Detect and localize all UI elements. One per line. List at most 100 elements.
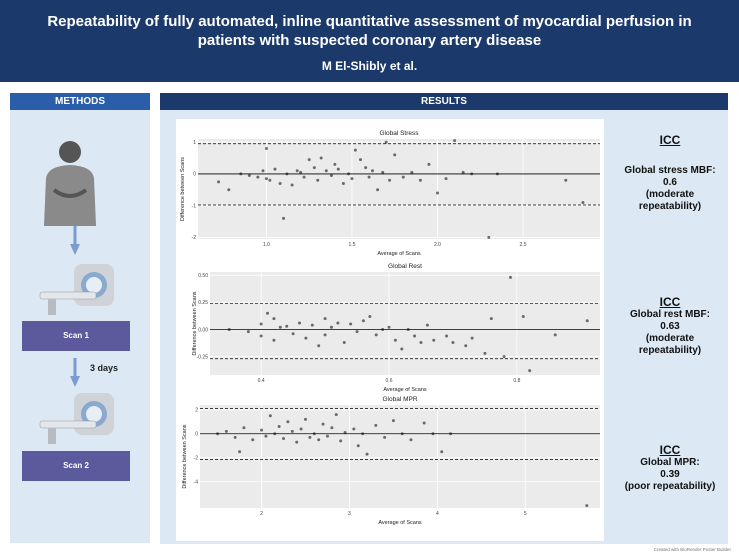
data-point bbox=[342, 340, 346, 344]
data-point bbox=[365, 452, 369, 456]
poster-title: Repeatability of fully automated, inline… bbox=[47, 13, 692, 49]
data-point bbox=[349, 322, 353, 326]
data-point bbox=[370, 169, 374, 173]
data-point bbox=[401, 175, 405, 179]
plot-panel bbox=[210, 272, 600, 375]
icc-rest-measure: Global rest MBF: bbox=[629, 309, 710, 320]
data-point bbox=[381, 170, 385, 174]
data-point bbox=[260, 428, 264, 432]
y-tick-label: -0.25 bbox=[197, 354, 209, 360]
icc-mpr-interpretation: (poor repeatability) bbox=[624, 481, 716, 492]
data-point bbox=[290, 183, 294, 187]
data-point bbox=[304, 336, 308, 340]
data-point bbox=[422, 421, 426, 425]
data-point bbox=[256, 175, 260, 179]
x-tick-label: 3 bbox=[348, 511, 351, 517]
data-point bbox=[350, 177, 354, 181]
data-point bbox=[251, 438, 255, 442]
x-tick-label: 2.5 bbox=[520, 242, 527, 248]
data-point bbox=[239, 172, 243, 176]
x-axis-label: Average of Scans bbox=[378, 520, 422, 526]
data-point bbox=[470, 172, 474, 176]
data-point bbox=[329, 325, 333, 329]
data-point bbox=[308, 435, 312, 439]
data-point bbox=[413, 334, 417, 338]
data-point bbox=[432, 338, 436, 342]
icc-stress: ICC Global stress MBF: 0.6 (moderate rep… bbox=[614, 133, 726, 213]
data-point bbox=[242, 426, 246, 430]
data-point bbox=[303, 417, 307, 421]
data-point bbox=[581, 200, 585, 204]
data-point bbox=[334, 413, 338, 417]
data-point bbox=[299, 427, 303, 431]
data-point bbox=[400, 432, 404, 436]
data-point bbox=[273, 432, 277, 436]
poster-header: Repeatability of fully automated, inline… bbox=[0, 0, 739, 82]
data-point bbox=[368, 314, 372, 318]
x-axis-label: Average of Scans bbox=[377, 251, 421, 257]
data-point bbox=[427, 162, 431, 166]
data-point bbox=[268, 414, 272, 418]
icc-mpr-heading: ICC bbox=[659, 443, 681, 457]
y-tick-label: -2 bbox=[192, 235, 197, 241]
data-point bbox=[508, 275, 512, 279]
icc-rest-value: 0.63 bbox=[660, 321, 680, 332]
data-point bbox=[445, 334, 449, 338]
data-point bbox=[261, 169, 265, 173]
data-point bbox=[319, 156, 323, 160]
y-tick-label: 0.25 bbox=[198, 300, 208, 306]
x-tick-label: 1.0 bbox=[263, 242, 270, 248]
data-point bbox=[393, 338, 397, 342]
y-tick-label: 2 bbox=[195, 408, 198, 414]
data-point bbox=[321, 422, 325, 426]
mri-scanner-icon bbox=[39, 393, 114, 444]
data-point bbox=[259, 334, 263, 338]
data-point bbox=[307, 158, 311, 162]
data-point bbox=[285, 172, 289, 176]
data-point bbox=[316, 178, 320, 182]
icc-stress-measure: Global stress MBF: bbox=[624, 165, 716, 176]
data-point bbox=[264, 147, 268, 151]
data-point bbox=[487, 235, 491, 239]
icc-mpr-measure: Global MPR: bbox=[640, 457, 700, 468]
data-point bbox=[325, 434, 329, 438]
y-tick-label: 0.50 bbox=[198, 273, 208, 279]
y-tick-label: -2 bbox=[194, 455, 199, 461]
data-point bbox=[364, 166, 368, 170]
data-point bbox=[444, 177, 448, 181]
data-point bbox=[391, 419, 395, 423]
methods-heading: METHODS bbox=[10, 93, 150, 110]
data-point bbox=[352, 427, 356, 431]
data-point bbox=[435, 191, 439, 195]
icc-mpr-value: 0.39 bbox=[660, 469, 680, 480]
x-tick-label: 0.6 bbox=[386, 378, 393, 384]
icc-stress-heading: ICC bbox=[659, 133, 681, 147]
data-point bbox=[495, 172, 499, 176]
data-point bbox=[295, 440, 299, 444]
data-point bbox=[564, 178, 568, 182]
data-point bbox=[418, 178, 422, 182]
chart-title: Global Rest bbox=[388, 263, 422, 270]
data-point bbox=[285, 324, 289, 328]
down-arrow-icon bbox=[70, 358, 80, 387]
data-point bbox=[336, 167, 340, 171]
data-point bbox=[227, 327, 231, 331]
data-point bbox=[264, 177, 268, 181]
y-axis-label: Difference between Scans bbox=[192, 291, 198, 355]
data-point bbox=[410, 170, 414, 174]
data-point bbox=[361, 432, 365, 436]
data-point bbox=[585, 504, 589, 508]
x-axis-label: Average of Scans bbox=[383, 387, 427, 393]
x-tick-label: 5 bbox=[524, 511, 527, 517]
data-point bbox=[461, 170, 465, 174]
plot-panel bbox=[200, 405, 600, 508]
plot-panel bbox=[198, 139, 600, 239]
data-point bbox=[224, 429, 228, 433]
data-point bbox=[295, 169, 299, 173]
icc-rest-interpretation: (moderate repeatability) bbox=[638, 333, 702, 356]
data-point bbox=[317, 344, 321, 348]
y-tick-label: 0 bbox=[195, 432, 198, 438]
y-tick-label: 0.00 bbox=[198, 327, 208, 333]
data-point bbox=[470, 336, 474, 340]
data-point bbox=[406, 327, 410, 331]
